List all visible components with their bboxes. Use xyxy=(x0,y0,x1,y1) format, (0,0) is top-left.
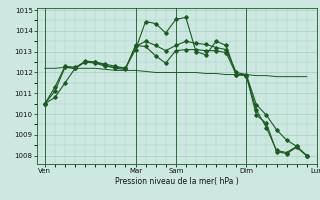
X-axis label: Pression niveau de la mer( hPa ): Pression niveau de la mer( hPa ) xyxy=(115,177,239,186)
